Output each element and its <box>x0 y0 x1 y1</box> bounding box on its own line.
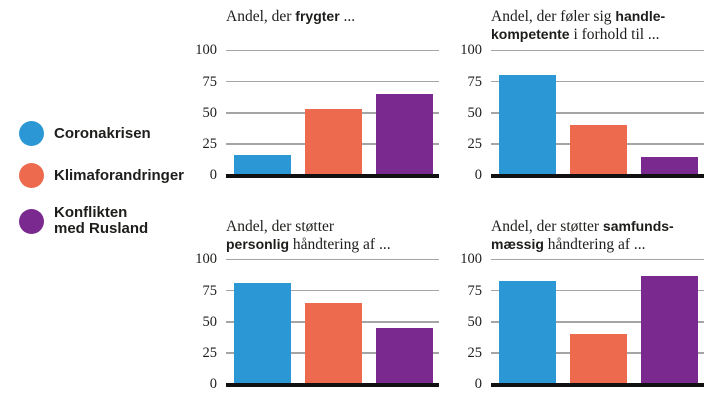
gridline-75: 75 <box>468 283 704 298</box>
coronakrisen-color-dot-icon <box>19 121 44 146</box>
chart-title: Andel, der støtter samfunds-mæssig håndt… <box>491 218 718 253</box>
chart-title-line: Andel, der føler sig handle- <box>491 8 666 25</box>
y-tick-label-75: 75 <box>202 282 218 299</box>
gridline-100: 100 <box>460 43 704 58</box>
gridline-50: 50 <box>468 315 704 329</box>
y-tick-label-25: 25 <box>202 345 218 361</box>
bar-coronakrisen <box>499 74 556 176</box>
bar-klimaforandringer <box>570 124 627 176</box>
chart-title-line: Andel, der støtter <box>226 218 335 235</box>
bar-klimaforandringer <box>305 302 362 385</box>
y-tick-label-25: 25 <box>467 345 483 361</box>
x-axis-baseline <box>491 382 704 387</box>
y-tick-label-100: 100 <box>460 42 482 59</box>
y-tick-label-0: 0 <box>474 167 482 184</box>
gridline-50: 50 <box>468 106 704 120</box>
chart-plot: 100 75 50 25 0 <box>460 43 704 183</box>
bar-klimaforandringer <box>305 108 362 176</box>
gridline-100: 100 <box>460 252 704 267</box>
gridline-75: 75 <box>203 283 439 298</box>
y-tick-label-75: 75 <box>467 282 483 299</box>
bars <box>234 51 433 176</box>
legend-item-klimaforandringer: Klimaforandringer <box>19 163 185 188</box>
y-tick-label-0: 0 <box>209 167 217 184</box>
bar-konflikten-med-rusland <box>376 327 433 385</box>
gridline-75: 75 <box>203 74 439 89</box>
legend-label-klimaforandringer: Klimaforandringer <box>54 166 185 184</box>
bar-coronakrisen <box>499 281 556 385</box>
bars <box>234 260 433 385</box>
chart-title: Andel, der frygter ... <box>226 8 453 26</box>
chart-plot: 100 75 50 25 0 <box>195 252 439 392</box>
x-axis-baseline <box>226 382 439 387</box>
y-tick-label-100: 100 <box>460 251 482 268</box>
chart-plot: 100 75 50 25 0 <box>460 252 704 392</box>
bar-konflikten-med-rusland <box>641 157 698 176</box>
x-axis-baseline <box>491 173 704 178</box>
chart-title-line: Andel, der frygter ... <box>226 8 356 25</box>
gridline-100: 100 <box>195 43 439 58</box>
konflikten-med-rusland-color-dot-icon <box>19 208 44 234</box>
bar-chart: Andel, der støtter personlig håndtering a… <box>190 202 455 404</box>
bars <box>499 260 698 385</box>
y-tick-label-25: 25 <box>467 136 483 152</box>
gridline-100: 100 <box>195 252 439 267</box>
bar-chart: Andel, der føler sig handle-kompetente i… <box>455 0 720 202</box>
y-tick-label-0: 0 <box>474 376 482 393</box>
chart-title-line: Andel, der støtter samfunds- <box>491 218 674 235</box>
y-tick-label-75: 75 <box>467 73 483 90</box>
bar-konflikten-med-rusland <box>376 93 433 176</box>
y-tick-label-75: 75 <box>202 73 218 90</box>
legend-item-konflikten-med-rusland: Konflikten med Rusland <box>19 205 154 237</box>
bar-chart: Andel, der frygter ... 100 75 50 25 0 <box>190 0 455 202</box>
klimaforandringer-color-dot-icon <box>19 163 44 188</box>
bars <box>499 51 698 176</box>
legend-label-konflikten-med-rusland: Konflikten med Rusland <box>54 204 149 237</box>
chart-plot: 100 75 50 25 0 <box>195 43 439 183</box>
chart-title: Andel, der føler sig handle-kompetente i… <box>491 8 718 43</box>
y-tick-label-50: 50 <box>202 104 218 121</box>
legend: Coronakrisen Klimaforandringer Konflikte… <box>19 121 185 237</box>
y-tick-label-50: 50 <box>467 104 483 121</box>
bar-klimaforandringer <box>570 333 627 385</box>
chart-title-line: mæssig håndtering af ... <box>491 235 646 253</box>
y-tick-label-50: 50 <box>467 313 483 330</box>
legend-label-coronakrisen: Coronakrisen <box>54 124 151 142</box>
y-tick-label-0: 0 <box>209 376 217 393</box>
bar-chart: Andel, der støtter samfunds-mæssig håndt… <box>455 202 720 404</box>
chart-title-line: personlig håndtering af ... <box>226 235 391 253</box>
y-tick-label-50: 50 <box>202 313 218 330</box>
charts-grid: Andel, der frygter ... 100 75 50 25 0 Andel,… <box>190 0 720 404</box>
legend-item-coronakrisen: Coronakrisen <box>19 121 154 146</box>
bar-konflikten-med-rusland <box>641 276 698 385</box>
y-tick-label-25: 25 <box>202 136 218 152</box>
bar-coronakrisen <box>234 154 291 176</box>
x-axis-baseline <box>226 173 439 178</box>
chart-title-line: kompetente i forhold til ... <box>491 25 660 43</box>
bar-coronakrisen <box>234 282 291 385</box>
chart-title: Andel, der støtter personlig håndtering a… <box>226 218 453 253</box>
y-tick-label-100: 100 <box>195 42 217 59</box>
gridline-75: 75 <box>468 74 704 89</box>
y-tick-label-100: 100 <box>195 251 217 268</box>
